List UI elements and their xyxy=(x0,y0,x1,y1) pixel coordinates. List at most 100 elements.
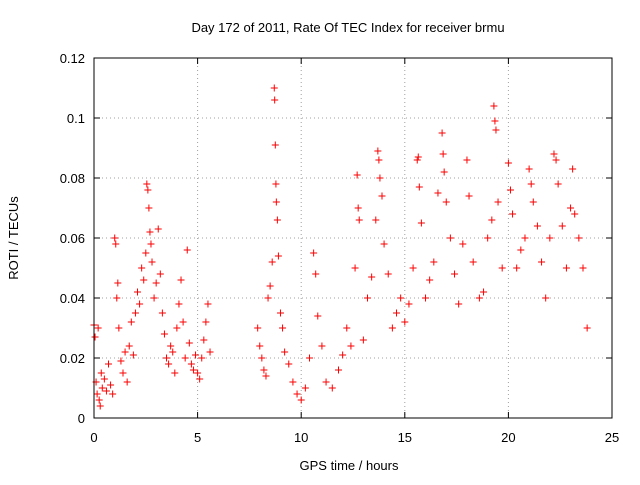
data-point xyxy=(314,312,322,320)
data-point xyxy=(380,240,388,248)
data-point xyxy=(144,186,152,194)
y-tick-label: 0.1 xyxy=(67,111,85,126)
data-point xyxy=(550,150,558,158)
data-point xyxy=(169,348,177,356)
data-point xyxy=(134,288,142,296)
y-tick-label: 0 xyxy=(78,411,85,426)
data-point xyxy=(492,126,500,134)
data-point xyxy=(154,225,162,233)
data-point xyxy=(583,324,591,332)
data-point xyxy=(455,300,463,308)
data-point xyxy=(102,387,110,395)
data-point xyxy=(498,264,506,272)
data-point xyxy=(127,318,135,326)
data-point xyxy=(177,276,185,284)
x-tick-label: 0 xyxy=(90,430,97,445)
x-tick-label: 5 xyxy=(194,430,201,445)
data-point xyxy=(297,396,305,404)
data-point xyxy=(117,357,125,365)
data-point xyxy=(569,165,577,173)
data-point xyxy=(167,342,175,350)
data-point xyxy=(305,354,313,362)
data-point xyxy=(442,198,450,206)
data-point xyxy=(264,294,272,302)
data-point xyxy=(301,384,309,392)
data-point xyxy=(339,351,347,359)
data-point xyxy=(121,348,129,356)
data-point xyxy=(405,300,413,308)
data-point xyxy=(494,198,502,206)
data-point xyxy=(97,369,105,377)
data-point xyxy=(525,165,533,173)
data-point xyxy=(293,390,301,398)
x-tick-label: 15 xyxy=(398,430,412,445)
data-point xyxy=(417,219,425,227)
data-point xyxy=(114,279,122,287)
data-point xyxy=(256,342,264,350)
data-point xyxy=(171,369,179,377)
data-point xyxy=(93,390,101,398)
data-point xyxy=(509,210,517,218)
data-point xyxy=(359,336,367,344)
data-point xyxy=(150,294,158,302)
data-point xyxy=(142,249,150,257)
data-point xyxy=(268,258,276,266)
data-point xyxy=(554,180,562,188)
data-point xyxy=(94,324,102,332)
data-point xyxy=(322,378,330,386)
data-point xyxy=(262,372,270,380)
data-point xyxy=(285,360,293,368)
data-point xyxy=(579,264,587,272)
data-point xyxy=(413,156,421,164)
data-point xyxy=(95,396,103,404)
data-point xyxy=(192,351,200,359)
data-point xyxy=(109,390,117,398)
y-axis-label: ROTI / TECUs xyxy=(6,196,21,280)
data-point xyxy=(91,333,99,341)
data-point xyxy=(378,192,386,200)
data-point xyxy=(506,186,514,194)
data-point xyxy=(194,369,202,377)
data-point xyxy=(156,270,164,278)
data-point xyxy=(272,180,280,188)
data-point xyxy=(270,84,278,92)
x-tick-label: 20 xyxy=(501,430,515,445)
data-point xyxy=(353,171,361,179)
data-point xyxy=(152,279,160,287)
data-point xyxy=(376,174,384,182)
data-point xyxy=(533,222,541,230)
data-point xyxy=(513,264,521,272)
data-point xyxy=(100,375,108,383)
data-point xyxy=(469,258,477,266)
data-point xyxy=(318,342,326,350)
data-point xyxy=(206,348,214,356)
data-point xyxy=(334,366,342,374)
data-point xyxy=(546,234,554,242)
data-point xyxy=(289,378,297,386)
data-point xyxy=(552,156,560,164)
data-point xyxy=(351,264,359,272)
data-point xyxy=(397,294,405,302)
data-point xyxy=(434,189,442,197)
data-point xyxy=(422,294,430,302)
data-point xyxy=(98,384,106,392)
data-point xyxy=(111,234,119,242)
data-point xyxy=(459,240,467,248)
data-point xyxy=(430,258,438,266)
data-point xyxy=(181,354,189,362)
data-point xyxy=(146,228,154,236)
data-point xyxy=(113,294,121,302)
data-point xyxy=(140,276,148,284)
data-point xyxy=(96,402,104,410)
data-point xyxy=(451,270,459,278)
data-point xyxy=(173,324,181,332)
data-point xyxy=(145,204,153,212)
data-point xyxy=(266,282,274,290)
data-point xyxy=(196,375,204,383)
data-point xyxy=(160,330,168,338)
data-point xyxy=(105,360,113,368)
data-point xyxy=(202,318,210,326)
data-point xyxy=(414,153,422,161)
